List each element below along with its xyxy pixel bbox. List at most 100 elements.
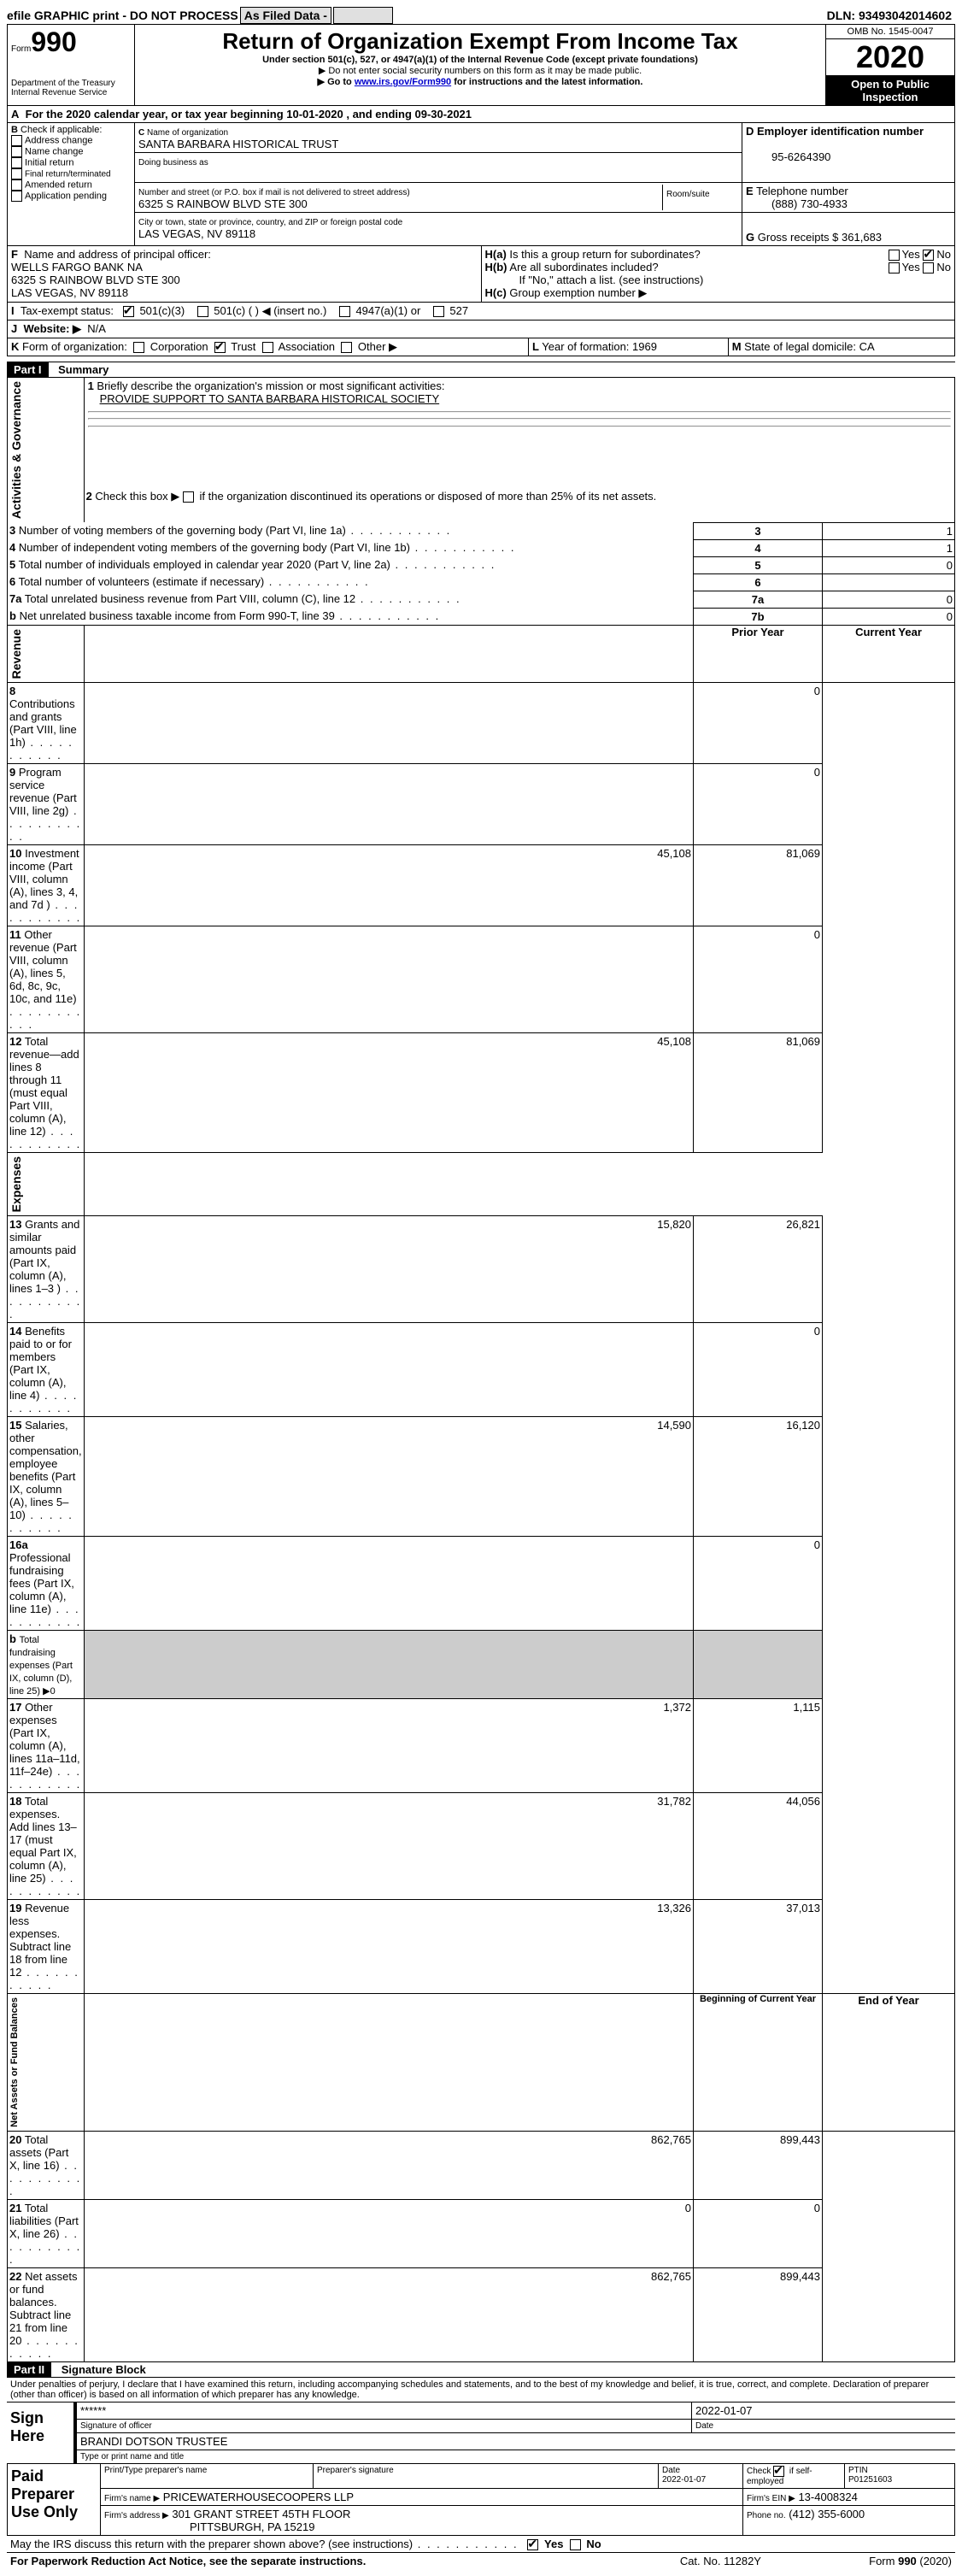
cb-trust[interactable] bbox=[214, 342, 226, 353]
officer-block: F Name and address of principal officer:… bbox=[7, 246, 955, 303]
b-label: Check if applicable: bbox=[21, 125, 102, 135]
col-end: End of Year bbox=[823, 1994, 955, 2132]
vlabel-net: Net Assets or Fund Balances bbox=[8, 1994, 21, 2131]
sig-date: 2022-01-07 bbox=[695, 2404, 753, 2417]
line-m: M State of legal domicile: CA bbox=[728, 338, 954, 356]
firm-phone: (412) 355-6000 bbox=[789, 2508, 865, 2520]
officer-addr1: 6325 S RAINBOW BLVD STE 300 bbox=[11, 273, 180, 286]
ptin: P01251603 bbox=[848, 2475, 892, 2485]
cb-assoc[interactable] bbox=[262, 342, 273, 353]
form-footer: Form 990 (2020) bbox=[798, 2553, 955, 2569]
cb-501c[interactable] bbox=[197, 306, 208, 317]
firm-addr1: 301 GRANT STREET 45TH FLOOR bbox=[172, 2508, 350, 2520]
hb-label: Are all subordinates included? bbox=[509, 261, 658, 273]
officer-name-title: BRANDI DOTSON TRUSTEE bbox=[80, 2435, 227, 2448]
perjury-text: Under penalties of perjury, I declare th… bbox=[7, 2378, 955, 2402]
f-label: Name and address of principal officer: bbox=[24, 248, 211, 261]
phone: (888) 730-4933 bbox=[746, 197, 848, 210]
part1-header: Part I Summary bbox=[7, 362, 955, 378]
omb: OMB No. 1545-0047 bbox=[826, 25, 954, 39]
city-label: City or town, state or province, country… bbox=[138, 218, 402, 227]
cb-initial-return[interactable] bbox=[11, 157, 22, 168]
ha-yes[interactable] bbox=[889, 250, 900, 261]
form-header: Form990 Department of the TreasuryIntern… bbox=[7, 24, 955, 106]
prep-date: 2022-01-07 bbox=[662, 2475, 706, 2485]
e-label: Telephone number bbox=[756, 185, 848, 197]
d-label: Employer identification number bbox=[757, 125, 924, 138]
form-subtitle: Under section 501(c), 527, or 4947(a)(1)… bbox=[138, 55, 822, 65]
cb-amended[interactable] bbox=[11, 179, 22, 191]
line2: Check this box ▶ if the organization dis… bbox=[95, 490, 656, 503]
cb-other[interactable] bbox=[341, 342, 352, 353]
line-k: K Form of organization: Corporation Trus… bbox=[8, 338, 529, 356]
sig-officer-label: Signature of officer bbox=[76, 2420, 692, 2433]
form-title: Return of Organization Exempt From Incom… bbox=[138, 28, 822, 55]
form-number: 990 bbox=[31, 26, 76, 57]
c-label: Name of organization bbox=[147, 128, 228, 138]
g-label: Gross receipts $ bbox=[758, 231, 839, 244]
discuss-no[interactable] bbox=[570, 2539, 581, 2550]
dln: DLN: 93493042014602 bbox=[395, 9, 955, 22]
as-filed-blank bbox=[333, 7, 393, 24]
firm-addr2: PITTSBURGH, PA 15219 bbox=[104, 2520, 314, 2533]
cb-name-change[interactable] bbox=[11, 146, 22, 157]
discuss-yes[interactable] bbox=[527, 2539, 538, 2550]
vlabel-gov: Activities & Governance bbox=[8, 378, 25, 522]
cb-app-pending[interactable] bbox=[11, 191, 22, 202]
mission: PROVIDE SUPPORT TO SANTA BARBARA HISTORI… bbox=[100, 392, 440, 405]
cb-address-change[interactable] bbox=[11, 135, 22, 146]
firm-name: PRICEWATERHOUSECOOPERS LLP bbox=[163, 2491, 354, 2503]
efile-top-bar: efile GRAPHIC print - DO NOT PROCESS As … bbox=[7, 7, 955, 24]
street-label: Number and street (or P.O. box if mail i… bbox=[138, 188, 410, 197]
org-name: SANTA BARBARA HISTORICAL TRUST bbox=[138, 138, 338, 150]
tax-year: 2020 bbox=[826, 39, 954, 76]
cb-527[interactable] bbox=[433, 306, 444, 317]
hb-no[interactable] bbox=[923, 262, 934, 273]
hb-yes[interactable] bbox=[889, 262, 900, 273]
cb-501c3[interactable] bbox=[123, 306, 134, 317]
line-i: I Tax-exempt status: 501(c)(3) 501(c) ( … bbox=[8, 303, 955, 321]
cb-discontinued[interactable] bbox=[183, 491, 194, 503]
prep-name-label: Print/Type preparer's name bbox=[101, 2464, 314, 2489]
discuss-line: May the IRS discuss this return with the… bbox=[7, 2536, 955, 2553]
col-prior: Prior Year bbox=[694, 625, 823, 682]
sign-block: Sign Here ****** 2022-01-07 Signature of… bbox=[7, 2402, 955, 2464]
date-label: Date bbox=[692, 2420, 956, 2433]
hc-label: Group exemption number ▶ bbox=[509, 286, 647, 299]
entity-block: B Check if applicable: Address change Na… bbox=[7, 123, 955, 246]
name-title-label: Type or print name and title bbox=[76, 2450, 956, 2464]
prep-sig-label: Preparer's signature bbox=[314, 2464, 659, 2489]
cb-self-employed[interactable] bbox=[773, 2466, 784, 2477]
ssn-note: ▶ Do not enter social security numbers o… bbox=[138, 65, 822, 76]
sig-stars: ****** bbox=[80, 2404, 106, 2417]
paperwork-notice: For Paperwork Reduction Act Notice, see … bbox=[10, 2555, 366, 2567]
irs-link[interactable]: www.irs.gov/Form990 bbox=[355, 77, 451, 87]
dba-label: Doing business as bbox=[138, 158, 208, 168]
goto-note: ▶ Go to www.irs.gov/Form990 for instruct… bbox=[138, 76, 822, 87]
hb-note: If "No," attach a list. (see instruction… bbox=[485, 273, 952, 286]
room-label: Room/suite bbox=[666, 190, 710, 199]
line-l: L Year of formation: 1969 bbox=[528, 338, 728, 356]
cb-4947[interactable] bbox=[339, 306, 350, 317]
firm-ein: 13-4008324 bbox=[798, 2491, 857, 2503]
cb-corp[interactable] bbox=[133, 342, 144, 353]
efile-text: efile GRAPHIC print - DO NOT PROCESS bbox=[7, 9, 238, 22]
ha-label: Is this a group return for subordinates? bbox=[509, 248, 700, 261]
cb-final-return[interactable] bbox=[11, 168, 22, 179]
cat-no: Cat. No. 11282Y bbox=[643, 2553, 798, 2569]
ha-no[interactable] bbox=[923, 250, 934, 261]
line-j: J Website: ▶ N/A bbox=[8, 321, 955, 338]
col-beg: Beginning of Current Year bbox=[694, 1994, 823, 2132]
part1-table: Activities & Governance 1 Briefly descri… bbox=[7, 378, 955, 2362]
form-prefix: Form bbox=[11, 44, 31, 54]
sign-here: Sign Here bbox=[7, 2403, 74, 2464]
ein: 95-6264390 bbox=[746, 150, 830, 163]
street: 6325 S RAINBOW BLVD STE 300 bbox=[138, 197, 308, 210]
gross-receipts: 361,683 bbox=[842, 231, 882, 244]
officer-addr2: LAS VEGAS, NV 89118 bbox=[11, 286, 128, 299]
vlabel-rev: Revenue bbox=[8, 626, 25, 682]
as-filed-box: As Filed Data - bbox=[240, 7, 331, 24]
part2-header: Part II Signature Block bbox=[7, 2362, 955, 2378]
line-a: A For the 2020 calendar year, or tax yea… bbox=[7, 106, 955, 123]
dept-treasury: Department of the TreasuryInternal Reven… bbox=[11, 79, 131, 97]
